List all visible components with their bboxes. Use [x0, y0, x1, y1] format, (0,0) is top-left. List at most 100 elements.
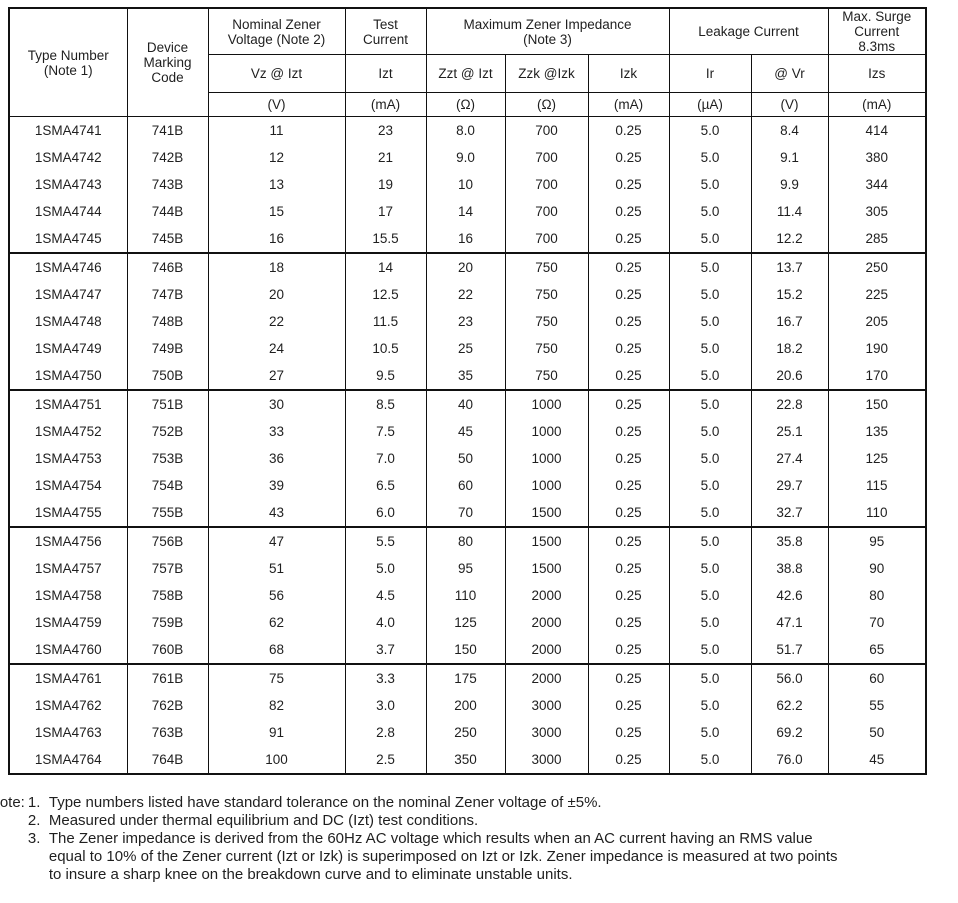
unit-volts: (V) — [207, 92, 346, 117]
col-header-test-current: Test Current — [344, 7, 427, 55]
table-row: 1SMA4751 751B 30 8.5 40 1000 0.25 5.0 22.8 150 — [8, 389, 927, 418]
cell-vz: 20 — [207, 281, 346, 308]
cell-vz: 82 — [207, 692, 346, 719]
cell-zzk: 1000 — [504, 418, 589, 445]
cell-zzk: 1000 — [504, 389, 589, 418]
table-row: 1SMA4763 763B 91 2.8 250 3000 0.25 5.0 69.2 50 — [8, 719, 927, 746]
cell-type-number: 1SMA4744 — [8, 198, 128, 225]
cell-device-marking-code: 759B — [126, 609, 209, 636]
cell-ir: 5.0 — [668, 499, 752, 527]
cell-izk: 0.25 — [587, 362, 670, 390]
cell-izk: 0.25 — [587, 281, 670, 308]
cell-ir: 5.0 — [668, 719, 752, 746]
table-row: 1SMA4750 750B 27 9.5 35 750 0.25 5.0 20.6 170 — [8, 362, 927, 390]
cell-vr: 47.1 — [750, 609, 829, 636]
header-symbol-row: Vz @ Izt Izt Zzt @ Izt Zzk @Izk Izk Ir @… — [9, 54, 927, 93]
cell-type-number: 1SMA4759 — [8, 609, 128, 636]
cell-type-number: 1SMA4752 — [8, 418, 128, 445]
cell-izs: 190 — [827, 335, 927, 362]
cell-izs: 344 — [827, 171, 927, 198]
cell-izs: 50 — [827, 719, 927, 746]
cell-ir: 5.0 — [668, 362, 752, 390]
cell-izs: 170 — [827, 362, 927, 390]
cell-zzk: 750 — [504, 308, 589, 335]
cell-zzk: 750 — [504, 252, 589, 281]
cell-izk: 0.25 — [587, 144, 670, 171]
cell-ir: 5.0 — [668, 636, 752, 664]
cell-vr: 32.7 — [750, 499, 829, 527]
cell-zzt: 23 — [425, 308, 506, 335]
cell-izs: 115 — [827, 472, 927, 499]
cell-type-number: 1SMA4757 — [8, 555, 128, 582]
table-row: 1SMA4760 760B 68 3.7 150 2000 0.25 5.0 51.7 65 — [8, 636, 927, 664]
cell-izk: 0.25 — [587, 526, 670, 555]
unit-milliamps-izt: (mA) — [344, 92, 427, 117]
cell-izs: 285 — [827, 225, 927, 253]
cell-izk: 0.25 — [587, 171, 670, 198]
cell-izs: 414 — [827, 116, 927, 144]
cell-izk: 0.25 — [587, 308, 670, 335]
cell-izs: 225 — [827, 281, 927, 308]
cell-izk: 0.25 — [587, 609, 670, 636]
cell-zzt: 8.0 — [425, 116, 506, 144]
symbol-izk: Izk — [587, 54, 670, 93]
cell-izk: 0.25 — [587, 225, 670, 253]
cell-ir: 5.0 — [668, 472, 752, 499]
cell-vr: 22.8 — [750, 389, 829, 418]
cell-zzt: 80 — [425, 526, 506, 555]
cell-ir: 5.0 — [668, 555, 752, 582]
cell-zzt: 150 — [425, 636, 506, 664]
cell-zzk: 3000 — [504, 692, 589, 719]
cell-izt: 9.5 — [344, 362, 427, 390]
cell-type-number: 1SMA4760 — [8, 636, 128, 664]
cell-ir: 5.0 — [668, 582, 752, 609]
table-row: 1SMA4753 753B 36 7.0 50 1000 0.25 5.0 27.4 125 — [8, 445, 927, 472]
cell-izt: 8.5 — [344, 389, 427, 418]
cell-ir: 5.0 — [668, 418, 752, 445]
cell-zzk: 3000 — [504, 719, 589, 746]
cell-device-marking-code: 752B — [126, 418, 209, 445]
cell-zzt: 350 — [425, 746, 506, 774]
table-row: 1SMA4759 759B 62 4.0 125 2000 0.25 5.0 47.1 70 — [8, 609, 927, 636]
cell-device-marking-code: 748B — [126, 308, 209, 335]
table-row: 1SMA4764 764B 100 2.5 350 3000 0.25 5.0 76.0 45 — [8, 746, 927, 774]
cell-zzk: 1500 — [504, 526, 589, 555]
header-group-row: Type Number (Note 1) Device Marking Code… — [8, 7, 927, 117]
unit-ohms-zzk: (Ω) — [504, 92, 589, 117]
cell-device-marking-code: 760B — [126, 636, 209, 664]
cell-vz: 91 — [207, 719, 346, 746]
table-row: 1SMA4758 758B 56 4.5 110 2000 0.25 5.0 42.6 80 — [8, 582, 927, 609]
cell-type-number: 1SMA4762 — [8, 692, 128, 719]
cell-device-marking-code: 762B — [126, 692, 209, 719]
cell-izt: 5.0 — [344, 555, 427, 582]
table-row: 1SMA4741 741B 11 23 8.0 700 0.25 5.0 8.4 414 — [8, 116, 927, 144]
cell-izk: 0.25 — [587, 719, 670, 746]
cell-zzk: 1000 — [504, 445, 589, 472]
cell-type-number: 1SMA4755 — [8, 499, 128, 527]
table-row: 1SMA4755 755B 43 6.0 70 1500 0.25 5.0 32.7 110 — [8, 499, 927, 527]
cell-zzt: 95 — [425, 555, 506, 582]
cell-type-number: 1SMA4746 — [8, 252, 128, 281]
cell-izt: 2.8 — [344, 719, 427, 746]
cell-device-marking-code: 741B — [126, 116, 209, 144]
cell-vz: 51 — [207, 555, 346, 582]
cell-vr: 76.0 — [750, 746, 829, 774]
cell-zzt: 20 — [425, 252, 506, 281]
cell-type-number: 1SMA4743 — [8, 171, 128, 198]
cell-vz: 56 — [207, 582, 346, 609]
cell-zzk: 1500 — [504, 555, 589, 582]
cell-ir: 5.0 — [668, 281, 752, 308]
cell-ir: 5.0 — [668, 609, 752, 636]
cell-izt: 7.0 — [344, 445, 427, 472]
note-3-text: The Zener impedance is derived from the … — [48, 830, 838, 883]
cell-zzt: 25 — [425, 335, 506, 362]
note-1-number: 1. — [27, 794, 41, 811]
cell-device-marking-code: 744B — [126, 198, 209, 225]
cell-device-marking-code: 746B — [126, 252, 209, 281]
cell-izs: 150 — [827, 389, 927, 418]
cell-izk: 0.25 — [587, 636, 670, 664]
cell-izs: 110 — [827, 499, 927, 527]
cell-vr: 25.1 — [750, 418, 829, 445]
table-row: 1SMA4762 762B 82 3.0 200 3000 0.25 5.0 62.2 55 — [8, 692, 927, 719]
cell-izk: 0.25 — [587, 472, 670, 499]
